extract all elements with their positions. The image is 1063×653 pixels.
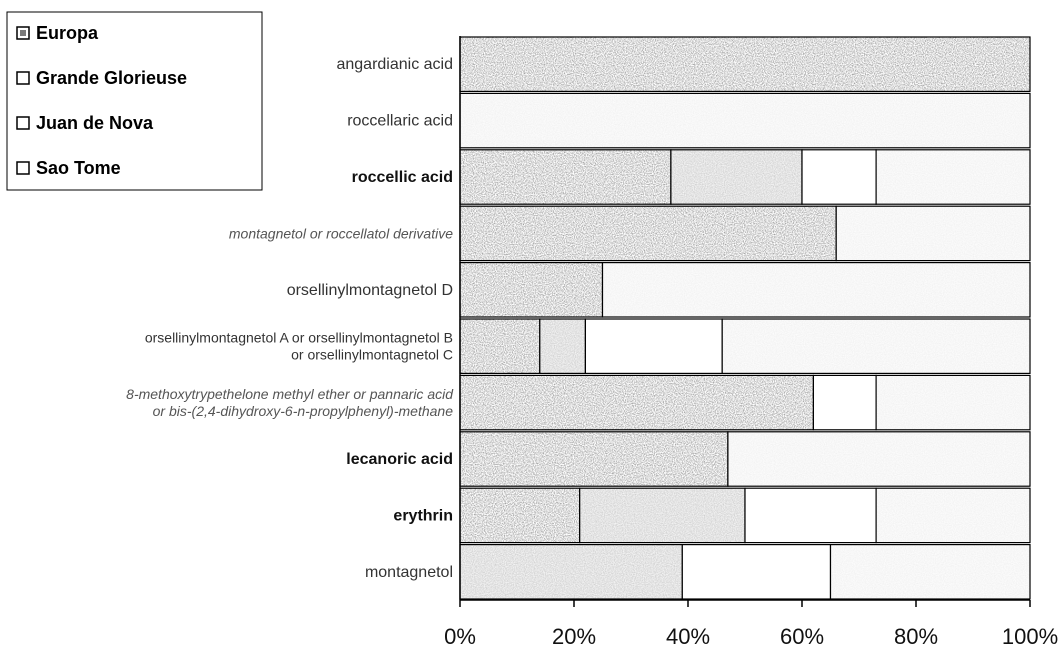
category-label: angardianic acid <box>336 56 453 73</box>
legend-label: Grande Glorieuse <box>36 68 187 88</box>
bar-segment-europa <box>459 487 581 544</box>
bar-segment-europa <box>459 431 729 487</box>
bar-segment-juan-de-nova <box>744 487 877 544</box>
category-label: orsellinylmontagnetol A or orsellinylmon… <box>145 330 453 363</box>
bar-segment-sao-tome <box>721 318 1031 375</box>
category-label: montagnetol <box>365 564 453 581</box>
category-label: roccellic acid <box>352 169 453 186</box>
legend-box <box>6 11 263 191</box>
legend-swatch <box>16 116 30 130</box>
bar-segment-grande-glorieuse <box>670 149 803 205</box>
bar-segment-europa <box>459 205 837 262</box>
bar-segment-sao-tome <box>829 543 1031 600</box>
category-label: roccellaric acid <box>347 113 453 130</box>
bar-segment-europa <box>459 374 814 431</box>
x-tick-label: 40% <box>666 624 710 649</box>
legend: Europa Grande Glorieuse Juan de Nova Sao To… <box>6 11 263 191</box>
bar-segment-europa <box>459 36 1031 93</box>
bar-segment-sao-tome <box>875 487 1031 544</box>
x-tick-label: 20% <box>552 624 596 649</box>
legend-item-sao-tome: Sao Tome <box>16 158 121 178</box>
x-tick-label: 80% <box>894 624 938 649</box>
category-label: lecanoric acid <box>346 451 453 468</box>
legend-label: Sao Tome <box>36 158 121 178</box>
x-tick-label: 0% <box>444 624 476 649</box>
bar-segment-juan-de-nova <box>584 318 723 375</box>
bar-segment-juan-de-nova <box>681 543 832 600</box>
bar-segment-grande-glorieuse <box>579 487 746 544</box>
legend-swatch <box>16 161 30 175</box>
bar-segment-europa <box>459 149 672 205</box>
legend-item-europa: Europa <box>16 23 99 43</box>
bar-segment-europa <box>459 318 541 375</box>
x-tick-label: 100% <box>1002 624 1058 649</box>
bar-segment-sao-tome <box>835 205 1031 262</box>
legend-item-grande-glorieuse: Grande Glorieuse <box>16 68 187 88</box>
bar-segment-europa <box>459 262 604 318</box>
bar-segment-sao-tome <box>459 92 1031 149</box>
bar-segment-juan-de-nova <box>812 374 877 431</box>
x-tick-label: 60% <box>780 624 824 649</box>
bar-segment-juan-de-nova <box>801 149 877 205</box>
category-label: erythrin <box>393 507 453 524</box>
legend-item-juan-de-nova: Juan de Nova <box>16 113 154 133</box>
category-label: 8-methoxytrypethelone methyl ether or pa… <box>126 386 454 419</box>
bar-segment-sao-tome <box>875 149 1031 205</box>
bar-segment-grande-glorieuse <box>539 318 586 375</box>
bar-segment-sao-tome <box>727 431 1031 487</box>
bar-segment-sao-tome <box>875 374 1031 431</box>
category-label: montagnetol or roccellatol derivative <box>229 225 453 241</box>
legend-label: Juan de Nova <box>36 113 154 133</box>
plot-area: 0% 20% 40% 60% 80% 100% angardianic acid rocce… <box>126 36 1058 649</box>
legend-swatch <box>16 71 30 85</box>
bar-segment-sao-tome <box>601 262 1031 318</box>
legend-label: Europa <box>36 23 99 43</box>
bar-segment-grande-glorieuse <box>459 543 683 600</box>
category-label: orsellinylmontagnetol D <box>287 282 453 299</box>
